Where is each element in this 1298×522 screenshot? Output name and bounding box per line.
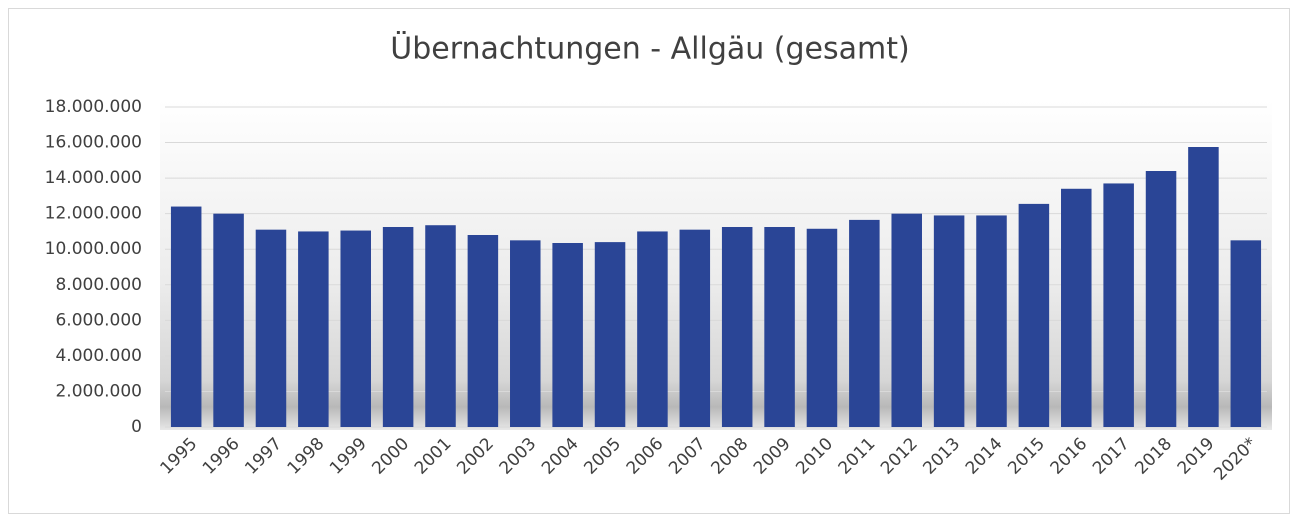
y-tick-label: 16.000.000 (45, 133, 142, 153)
y-tick-label: 18.000.000 (45, 97, 142, 117)
bar (255, 229, 287, 427)
bar (721, 227, 753, 427)
bar (213, 213, 244, 427)
bar (382, 227, 414, 427)
y-tick-label: 0 (131, 417, 142, 437)
bar (806, 228, 838, 427)
bar (467, 235, 499, 427)
bar (1103, 183, 1134, 427)
y-tick-label: 2.000.000 (55, 381, 142, 401)
y-tick-label: 12.000.000 (45, 204, 142, 224)
bar (510, 240, 541, 427)
bar (891, 213, 922, 427)
bar (637, 231, 668, 427)
bar (340, 230, 371, 427)
y-tick-label: 4.000.000 (55, 346, 142, 366)
bar (1188, 147, 1219, 427)
bar (425, 225, 456, 427)
bar (1061, 188, 1092, 427)
y-tick-label: 8.000.000 (55, 275, 142, 295)
y-tick-label: 10.000.000 (45, 239, 142, 259)
bar (552, 243, 583, 427)
bar (298, 231, 329, 427)
bar (1018, 203, 1050, 427)
chart-title: Übernachtungen - Allgäu (gesamt) (390, 31, 909, 67)
bar (1230, 240, 1262, 427)
bar (170, 206, 202, 427)
y-tick-label: 6.000.000 (55, 310, 142, 330)
bar (594, 242, 626, 427)
bar (976, 215, 1007, 427)
bar (1145, 171, 1177, 427)
bar (933, 215, 965, 427)
bar (679, 229, 711, 427)
bar (764, 227, 795, 427)
bar (849, 219, 880, 427)
y-tick-label: 14.000.000 (45, 168, 142, 188)
